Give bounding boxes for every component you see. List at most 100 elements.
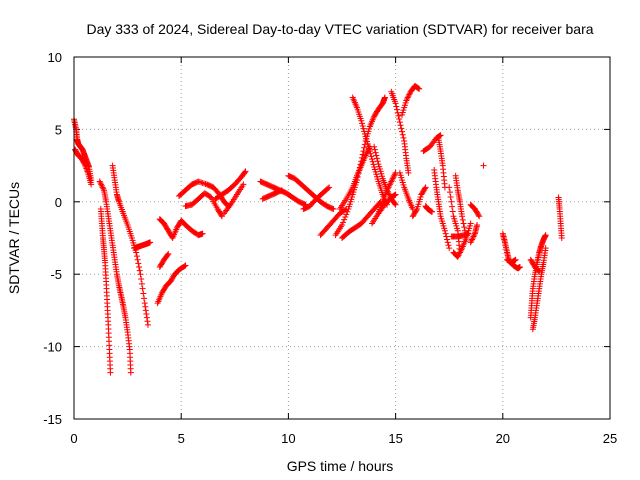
data-point <box>199 230 206 237</box>
x-tick-label: 0 <box>70 431 77 446</box>
series-arc-3 <box>96 178 134 376</box>
y-tick-label: -15 <box>43 412 62 427</box>
data-point <box>421 185 428 192</box>
data-point <box>454 253 461 260</box>
y-tick-label: 10 <box>48 50 62 65</box>
series-arc-38 <box>467 201 483 220</box>
data-point <box>405 93 412 100</box>
series-arc-44 <box>529 245 549 333</box>
series-arc-5 <box>109 162 151 328</box>
data-point <box>422 184 429 191</box>
series-arc-4 <box>97 206 114 376</box>
data-point <box>406 91 413 98</box>
data-point <box>399 131 406 138</box>
data-point <box>456 249 463 256</box>
data-point <box>364 148 371 155</box>
data-point <box>182 262 189 269</box>
data-point <box>342 214 349 221</box>
data-point <box>362 152 369 159</box>
data-point <box>446 189 453 196</box>
data-point <box>242 168 249 175</box>
series-arc-33 <box>435 135 448 191</box>
data-point <box>469 236 476 243</box>
data-point <box>397 122 404 129</box>
series-arc-6 <box>131 239 154 252</box>
data-point <box>429 208 436 215</box>
data-point <box>385 184 392 191</box>
data-point <box>181 263 188 270</box>
data-point <box>358 117 365 124</box>
data-point <box>363 151 370 158</box>
x-tick-label: 10 <box>281 431 295 446</box>
data-point <box>467 239 474 246</box>
data-point <box>226 203 233 210</box>
data-point <box>471 232 478 239</box>
data-point <box>140 290 147 297</box>
data-point <box>107 369 114 376</box>
data-point <box>448 198 455 205</box>
data-point <box>458 246 465 253</box>
data-point <box>341 216 348 223</box>
data-point <box>413 207 420 214</box>
data-point <box>389 175 396 182</box>
data-point <box>449 203 456 210</box>
data-point <box>387 179 394 186</box>
y-axis-title: SDTVAR / TECUs <box>6 182 22 294</box>
data-point <box>443 233 450 240</box>
data-point <box>142 307 149 314</box>
data-point <box>82 164 89 171</box>
data-point <box>134 256 141 263</box>
data-point <box>447 193 454 200</box>
data-point <box>366 145 373 152</box>
data-point <box>368 153 375 160</box>
chart-title: Day 333 of 2024, Sidereal Day-to-day VTE… <box>86 21 593 37</box>
data-point <box>369 156 376 163</box>
data-point <box>386 193 393 200</box>
series-arc-39 <box>467 221 481 246</box>
data-point <box>480 162 487 169</box>
data-point <box>463 235 470 241</box>
data-point <box>165 250 172 257</box>
data-point <box>391 171 398 178</box>
data-points <box>71 82 565 376</box>
data-point <box>164 251 171 258</box>
x-tick-label: 15 <box>388 431 402 446</box>
data-point <box>534 266 541 273</box>
data-point <box>403 97 410 104</box>
data-point <box>147 239 154 246</box>
data-point <box>371 143 378 150</box>
data-point <box>558 235 565 241</box>
data-point <box>372 149 379 156</box>
data-point <box>475 212 482 219</box>
y-tick-label: 5 <box>55 122 62 137</box>
series-arc-15 <box>259 187 285 202</box>
series-arc-26 <box>388 88 412 176</box>
data-point <box>456 250 463 257</box>
y-tick-label: -5 <box>50 267 62 282</box>
series-arc-45 <box>527 256 543 275</box>
data-point <box>330 206 337 213</box>
data-point <box>371 146 378 153</box>
data-point <box>512 256 519 263</box>
data-point <box>404 94 411 101</box>
y-tick-label: 0 <box>55 195 62 210</box>
data-point <box>388 178 395 185</box>
series-arc-11 <box>182 190 225 220</box>
data-point <box>445 242 452 249</box>
data-point <box>135 260 142 267</box>
data-point <box>393 103 400 110</box>
series-arc-31 <box>422 203 436 215</box>
data-point <box>391 200 398 207</box>
data-point <box>326 184 333 191</box>
data-point <box>137 271 144 278</box>
data-point <box>141 300 148 307</box>
data-point <box>469 235 476 241</box>
data-point <box>133 253 140 260</box>
data-point <box>241 169 248 176</box>
data-point <box>240 181 247 188</box>
data-point <box>138 280 145 287</box>
data-point <box>476 213 483 220</box>
series-arc-18 <box>317 206 350 239</box>
data-point <box>457 248 464 255</box>
